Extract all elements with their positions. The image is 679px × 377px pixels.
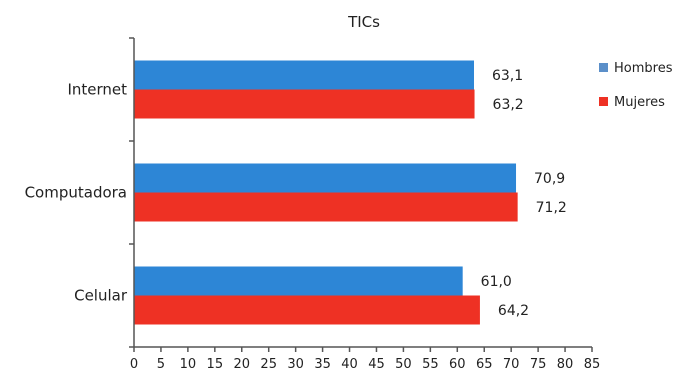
x-tick-label-70: 70 <box>503 357 520 372</box>
legend-marker-hombres <box>599 63 608 72</box>
data-label-celular-mujeres: 64,2 <box>498 303 529 319</box>
data-label-computadora-hombres: 70,9 <box>534 171 565 187</box>
category-label-computadora: Computadora <box>25 184 127 202</box>
bar-internet-hombres <box>134 60 474 90</box>
x-tick-label-5: 5 <box>157 357 165 372</box>
x-tick-label-40: 40 <box>341 357 358 372</box>
data-labels-layer: 63,1 63,2 70,9 71,2 61,0 64,2 <box>481 68 567 319</box>
data-label-internet-hombres: 63,1 <box>492 68 523 84</box>
bars-layer <box>134 60 518 325</box>
chart-title: TICs <box>347 13 380 31</box>
data-label-computadora-mujeres: 71,2 <box>536 200 567 216</box>
x-tick-label-30: 30 <box>287 357 304 372</box>
x-tick-label-55: 55 <box>422 357 439 372</box>
data-label-internet-mujeres: 63,2 <box>493 97 524 113</box>
x-tick-labels: 0 5 10 15 20 25 30 35 40 45 50 55 60 65 70 75 80 85 <box>130 357 600 372</box>
bar-celular-hombres <box>134 266 463 296</box>
x-tick-label-50: 50 <box>395 357 412 372</box>
legend: Hombres Mujeres <box>599 61 673 110</box>
x-tick-label-45: 45 <box>368 357 385 372</box>
x-tick-label-80: 80 <box>557 357 574 372</box>
x-tick-label-60: 60 <box>449 357 466 372</box>
data-label-celular-hombres: 61,0 <box>481 274 512 290</box>
x-tick-label-0: 0 <box>130 357 138 372</box>
bar-computadora-hombres <box>134 163 517 193</box>
bar-internet-mujeres <box>134 89 475 119</box>
legend-label-hombres: Hombres <box>614 61 673 76</box>
legend-label-mujeres: Mujeres <box>614 95 665 110</box>
x-tick-label-10: 10 <box>180 357 197 372</box>
bar-celular-mujeres <box>134 295 480 325</box>
x-tick-label-75: 75 <box>530 357 547 372</box>
x-tick-label-35: 35 <box>314 357 331 372</box>
legend-marker-mujeres <box>599 97 608 106</box>
x-tick-label-65: 65 <box>476 357 493 372</box>
bar-computadora-mujeres <box>134 192 518 222</box>
x-tick-label-20: 20 <box>233 357 250 372</box>
x-tick-label-15: 15 <box>207 357 224 372</box>
axes <box>129 37 593 352</box>
x-tick-label-85: 85 <box>584 357 601 372</box>
category-label-celular: Celular <box>74 287 128 305</box>
category-label-internet: Internet <box>67 81 127 99</box>
x-tick-label-25: 25 <box>260 357 277 372</box>
category-labels: Internet Computadora Celular <box>25 81 128 305</box>
